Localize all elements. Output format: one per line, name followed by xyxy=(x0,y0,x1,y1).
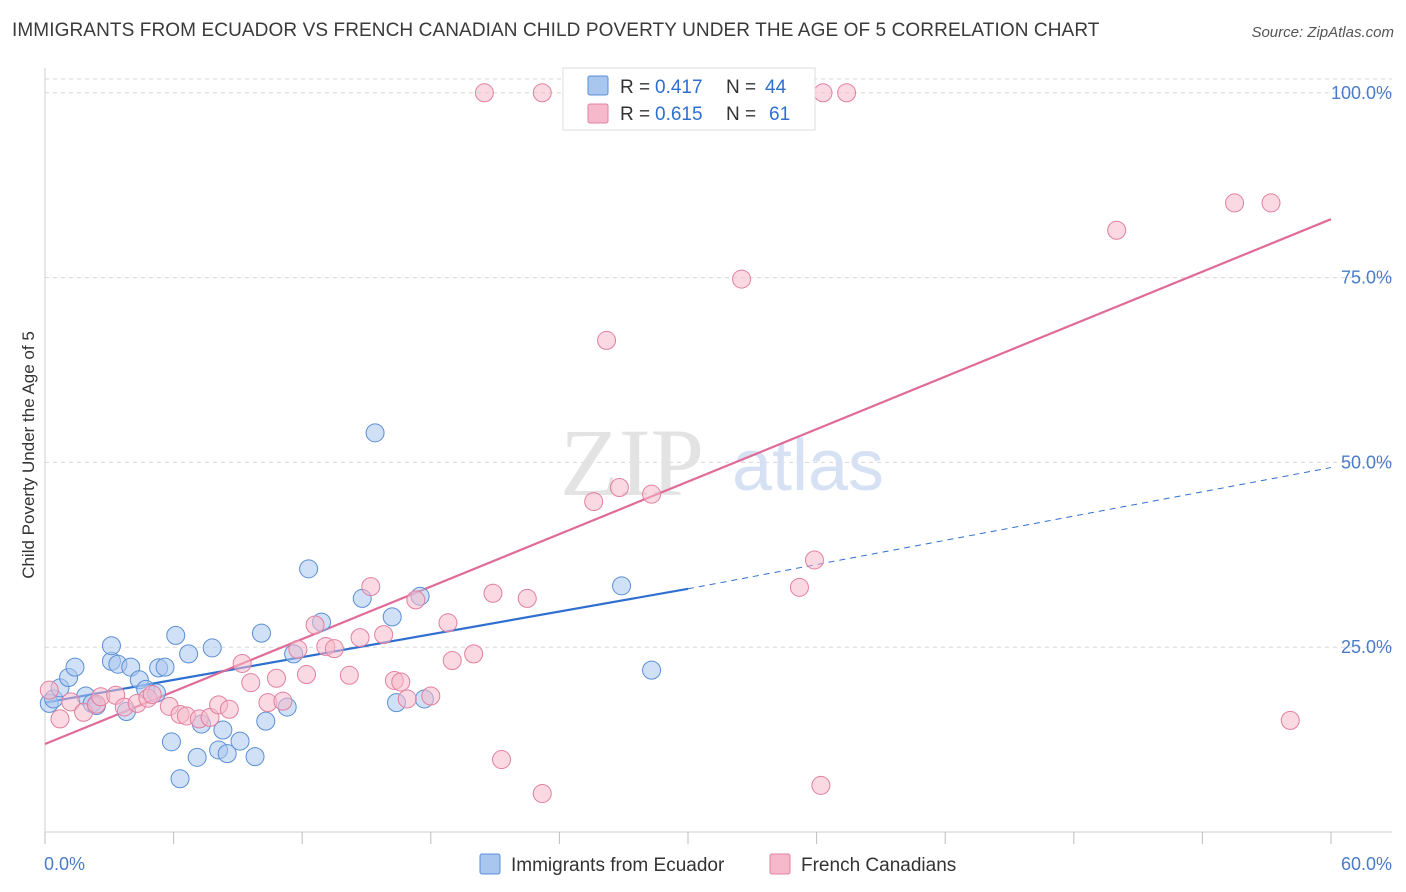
legend-n-value-pink: 61 xyxy=(769,104,790,125)
data-point-blue xyxy=(382,607,402,627)
data-point-blue xyxy=(245,747,265,767)
data-point-blue xyxy=(170,769,190,789)
trendline-pink xyxy=(44,218,1332,746)
x-tick-label-max: 60.0% xyxy=(1341,854,1392,874)
stats-legend: R = 0.417 N = 44 R = 0.615 N = 61 xyxy=(562,67,816,131)
data-point-blue xyxy=(179,644,199,664)
data-point-blue xyxy=(612,576,632,596)
data-point-pink xyxy=(442,651,462,671)
data-point-blue xyxy=(365,423,385,443)
y-axis-title: Child Poverty Under the Age of 5 xyxy=(19,331,38,579)
data-point-pink xyxy=(39,680,59,700)
data-point-pink xyxy=(597,330,617,350)
data-point-pink xyxy=(374,625,394,645)
data-point-pink xyxy=(406,590,426,610)
data-point-blue xyxy=(187,747,207,767)
data-point-pink xyxy=(732,269,752,289)
data-point-pink xyxy=(219,699,239,719)
y-tick-label: 75.0% xyxy=(1341,268,1392,288)
data-point-pink xyxy=(532,83,552,103)
legend-swatch-blue xyxy=(587,75,609,96)
data-point-pink xyxy=(296,665,316,685)
data-point-blue xyxy=(256,711,276,731)
data-point-pink xyxy=(324,639,344,659)
data-point-pink xyxy=(61,692,81,712)
x-tick-label-min: 0.0% xyxy=(44,854,85,874)
data-point-pink xyxy=(474,83,494,103)
data-point-pink xyxy=(532,784,552,804)
data-point-pink xyxy=(483,583,503,603)
data-point-pink xyxy=(1261,193,1281,213)
data-point-pink xyxy=(804,550,824,570)
data-point-pink xyxy=(273,691,293,711)
y-tick-label: 50.0% xyxy=(1341,452,1392,472)
zipatlas-watermark: ZIP atlas xyxy=(560,409,884,516)
watermark-zip: ZIP xyxy=(560,409,704,516)
data-point-pink xyxy=(1107,220,1127,240)
data-point-pink xyxy=(811,775,831,795)
data-point-pink xyxy=(609,478,629,498)
data-point-pink xyxy=(397,689,417,709)
data-point-blue xyxy=(161,732,181,752)
legend-r-value-pink: 0.615 xyxy=(655,104,703,125)
data-point-blue xyxy=(213,720,233,740)
axes xyxy=(44,68,1392,844)
data-point-blue xyxy=(299,559,319,579)
gridlines xyxy=(45,78,1392,648)
data-point-blue xyxy=(155,657,175,677)
legend-swatch-pink xyxy=(587,103,609,124)
series-legend: Immigrants from Ecuador French Canadians xyxy=(479,853,956,876)
data-point-pink xyxy=(142,685,162,705)
data-point-blue xyxy=(642,660,662,680)
legend-r-label-pink: R = xyxy=(620,104,650,125)
data-point-pink xyxy=(492,750,512,770)
data-point-pink xyxy=(464,644,484,664)
watermark-atlas: atlas xyxy=(732,426,884,506)
y-tick-label: 100.0% xyxy=(1331,83,1392,103)
data-point-pink xyxy=(837,83,857,103)
data-point-pink xyxy=(266,668,286,688)
data-point-pink xyxy=(361,577,381,597)
data-point-pink xyxy=(391,672,411,692)
data-point-pink xyxy=(288,639,308,659)
y-tick-label: 25.0% xyxy=(1341,637,1392,657)
data-point-blue xyxy=(202,638,222,658)
data-point-pink xyxy=(642,484,662,504)
data-point-pink xyxy=(339,665,359,685)
data-point-pink xyxy=(50,709,70,729)
legend-label-french-canadians: French Canadians xyxy=(801,855,956,876)
data-point-pink xyxy=(350,628,370,648)
chart-title: IMMIGRANTS FROM ECUADOR VS FRENCH CANADI… xyxy=(12,20,1100,41)
data-point-pink xyxy=(241,673,261,693)
data-point-pink xyxy=(232,653,252,673)
data-point-pink xyxy=(421,686,441,706)
tick-labels: 25.0% 50.0% 75.0% 100.0% 0.0% 60.0% xyxy=(44,83,1392,874)
data-point-blue xyxy=(251,623,271,643)
data-point-pink xyxy=(517,588,537,608)
data-point-blue xyxy=(217,744,237,764)
legend-n-label-blue: N = xyxy=(726,77,756,98)
source-credit: Source: ZipAtlas.com xyxy=(1251,24,1394,41)
legend-swatch-immigrants-from-ecuador xyxy=(479,853,501,875)
data-point-pink xyxy=(789,577,809,597)
data-point-blue xyxy=(65,657,85,677)
data-point-pink xyxy=(438,613,458,633)
legend-swatch-french-canadians xyxy=(769,853,791,875)
legend-n-value-blue: 44 xyxy=(765,77,787,98)
data-point-pink xyxy=(305,615,325,635)
data-point-blue xyxy=(166,625,186,645)
legend-label-immigrants-from-ecuador: Immigrants from Ecuador xyxy=(511,855,725,876)
data-point-pink xyxy=(584,492,604,512)
legend-r-label-blue: R = xyxy=(620,77,650,98)
data-point-pink xyxy=(1225,193,1245,213)
data-points xyxy=(39,83,1300,804)
legend-n-label-pink: N = xyxy=(726,104,756,125)
data-point-pink xyxy=(813,83,833,103)
data-point-blue xyxy=(230,731,250,751)
legend-r-value-blue: 0.417 xyxy=(655,77,703,98)
data-point-pink xyxy=(1280,710,1300,730)
data-point-blue xyxy=(101,636,121,656)
